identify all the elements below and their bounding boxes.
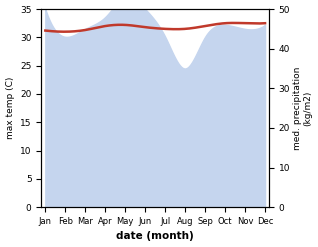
- X-axis label: date (month): date (month): [116, 231, 194, 242]
- Y-axis label: max temp (C): max temp (C): [5, 77, 15, 139]
- Y-axis label: med. precipitation
(kg/m2): med. precipitation (kg/m2): [293, 66, 313, 150]
